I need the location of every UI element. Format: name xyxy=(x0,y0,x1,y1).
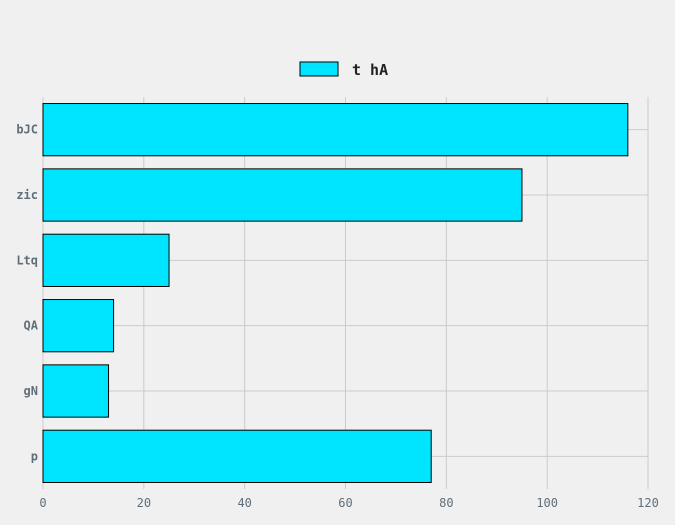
bar-bJC xyxy=(42,103,629,157)
legend-swatch xyxy=(299,61,339,77)
y-category-label: gN xyxy=(24,384,38,398)
x-axis-ticks: 0 20 40 60 80 100 120 xyxy=(39,496,658,510)
x-tick-label: 120 xyxy=(637,496,659,510)
y-axis-categories: bJC zic Ltq QA gN p xyxy=(16,123,38,464)
bar-Ltq xyxy=(42,233,170,287)
x-tick-label: 100 xyxy=(536,496,558,510)
x-tick-label: 40 xyxy=(237,496,251,510)
x-tick-label: 20 xyxy=(137,496,151,510)
bar-QA xyxy=(42,299,115,353)
y-category-label: QA xyxy=(24,319,39,333)
legend-label: t hA xyxy=(352,61,388,79)
y-category-label: zic xyxy=(16,188,38,202)
y-category-label: bJC xyxy=(16,123,38,137)
bars xyxy=(42,103,629,483)
y-category-label: Ltq xyxy=(16,253,38,267)
x-tick-label: 60 xyxy=(338,496,352,510)
bar-p xyxy=(42,429,432,483)
y-category-label: p xyxy=(31,449,38,463)
x-tick-label: 0 xyxy=(39,496,46,510)
legend: t hA xyxy=(299,61,388,79)
x-tick-label: 80 xyxy=(439,496,453,510)
bar-gN xyxy=(42,364,110,418)
bar-zic xyxy=(42,168,523,222)
